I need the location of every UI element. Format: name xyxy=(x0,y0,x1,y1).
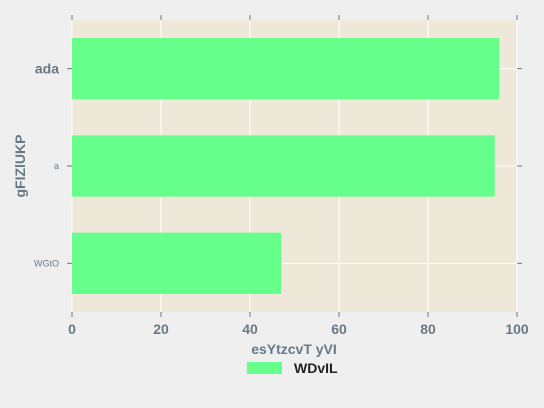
tick-labels: 0 20 40 60 80 100 ada a WGtO xyxy=(34,61,529,337)
axis-ticks xyxy=(67,15,522,317)
x-tick-label: 0 xyxy=(68,321,76,337)
legend: WDvIL xyxy=(247,360,338,376)
x-axis-label: esYtzcvT yVI xyxy=(251,341,337,357)
legend-swatch xyxy=(247,362,282,374)
y-tick-label: a xyxy=(54,161,59,171)
x-tick-label: 100 xyxy=(505,321,529,337)
x-tick-label: 60 xyxy=(331,321,347,337)
bars xyxy=(72,38,500,294)
bar-ada xyxy=(72,38,500,100)
x-tick-label: 20 xyxy=(153,321,169,337)
y-tick-label: ada xyxy=(35,61,59,77)
bar-a xyxy=(72,135,495,197)
y-tick-label: WGtO xyxy=(34,258,59,268)
legend-label: WDvIL xyxy=(294,360,338,376)
bar-WGtO xyxy=(72,232,282,294)
x-tick-label: 40 xyxy=(242,321,258,337)
x-tick-label: 80 xyxy=(420,321,436,337)
y-axis-label: gFIZlUKP xyxy=(12,135,28,198)
